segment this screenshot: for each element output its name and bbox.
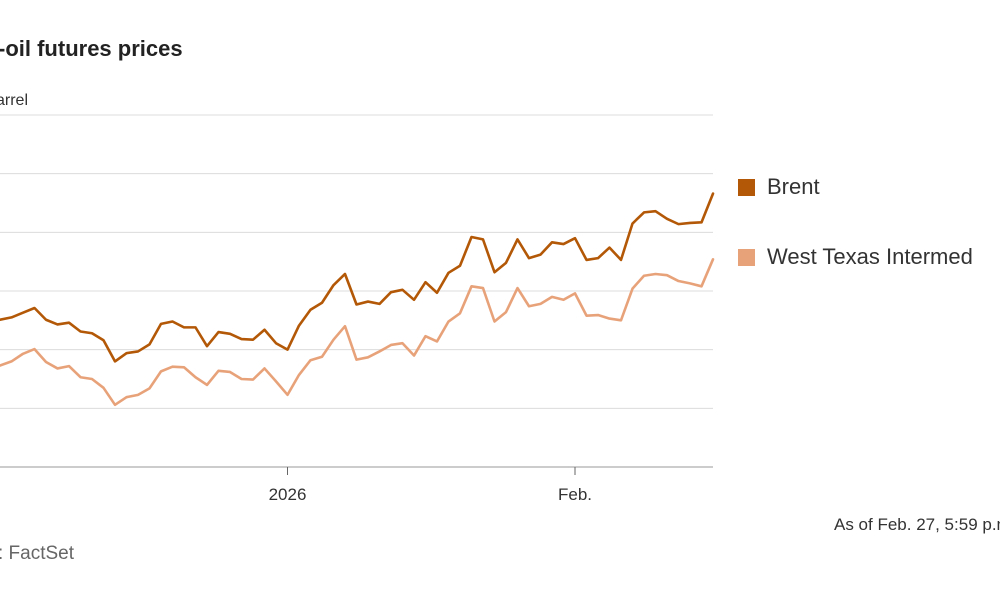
x-tick-label: 2026	[269, 485, 307, 504]
series-line-brent	[0, 192, 715, 363]
legend-label-wti: West Texas Intermed	[767, 244, 973, 269]
series-line-wti	[0, 258, 715, 407]
legend-item-wti: West Texas Intermed	[738, 244, 973, 270]
series-lines	[0, 192, 715, 407]
legend-item-brent: Brent	[738, 174, 820, 200]
gridlines	[0, 114, 713, 409]
x-tick-label: Feb.	[558, 485, 592, 504]
x-axis: 2026 Feb.	[0, 466, 713, 504]
legend-swatch-wti	[738, 248, 755, 266]
legend-label-brent: Brent	[767, 174, 820, 199]
as-of-note: As of Feb. 27, 5:59 p.m	[834, 515, 1000, 534]
source-note: : FactSet	[0, 543, 75, 564]
legend-swatch-brent	[738, 178, 755, 196]
unit-label: arrel	[0, 92, 29, 109]
chart-title: -oil futures prices	[0, 36, 183, 61]
